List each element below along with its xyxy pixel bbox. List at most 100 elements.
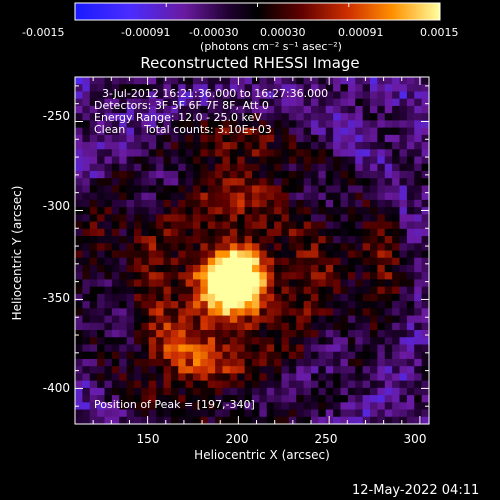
heatmap-cell <box>370 98 378 107</box>
heatmap-cell <box>252 366 260 374</box>
heatmap-cell <box>414 127 423 136</box>
heatmap-cell <box>414 149 423 158</box>
heatmap-cell <box>89 322 98 331</box>
heatmap-cell <box>141 228 150 237</box>
heatmap-cell <box>392 91 401 100</box>
heatmap-cell <box>311 264 319 273</box>
heatmap-cell <box>170 344 179 353</box>
heatmap-cell <box>399 286 408 295</box>
heatmap-cell <box>362 185 371 194</box>
footer-timestamp: 12-May-2022 04:11 <box>352 483 479 498</box>
heatmap-cell <box>399 264 408 273</box>
heatmap-cell <box>384 344 393 353</box>
heatmap-cell <box>141 366 150 374</box>
heatmap-cell <box>406 149 415 158</box>
heatmap-cell <box>392 351 401 360</box>
heatmap-cell <box>311 272 319 281</box>
heatmap-cell <box>259 351 268 360</box>
heatmap-cell <box>318 250 327 259</box>
heatmap-cell <box>134 105 142 114</box>
heatmap-cell <box>193 236 201 244</box>
heatmap-cell <box>318 214 327 223</box>
heatmap-cell <box>193 373 201 382</box>
heatmap-cell <box>384 286 393 295</box>
heatmap-cell <box>193 409 201 418</box>
heatmap-cell <box>148 185 157 194</box>
heatmap-cell <box>414 91 423 100</box>
heatmap-cell <box>97 402 106 411</box>
heatmap-cell <box>82 387 91 396</box>
heatmap-cell <box>281 221 290 230</box>
heatmap-cell <box>399 301 408 309</box>
heatmap-cell <box>274 98 283 107</box>
heatmap-cell <box>104 127 113 136</box>
heatmap-cell <box>347 279 356 288</box>
heatmap-cell <box>215 380 224 389</box>
heatmap-cell <box>347 344 356 353</box>
heatmap-cell <box>244 322 253 331</box>
heatmap-cell <box>193 315 201 324</box>
heatmap-cell <box>170 293 179 302</box>
heatmap-cell <box>104 344 113 353</box>
heatmap-cell <box>347 351 356 360</box>
heatmap-cell <box>259 199 268 208</box>
heatmap-cell <box>333 272 342 281</box>
heatmap-cell <box>406 221 415 230</box>
heatmap-cell <box>347 228 356 237</box>
heatmap-cell <box>200 91 209 100</box>
heatmap-cell <box>281 272 290 281</box>
heatmap-cell <box>421 221 430 230</box>
heatmap-cell <box>193 366 201 374</box>
heatmap-cell <box>325 243 334 252</box>
heatmap-cell <box>185 185 194 194</box>
heatmap-cell <box>303 351 312 360</box>
heatmap-cell <box>75 207 83 215</box>
heatmap-cell <box>193 250 201 259</box>
colorbar-tick-label: -0.0015 <box>22 26 64 39</box>
heatmap-cell <box>325 199 334 208</box>
heatmap-cell <box>406 91 415 100</box>
heatmap-cell <box>421 416 430 425</box>
heatmap-cell <box>200 315 209 324</box>
heatmap-cell <box>89 236 98 244</box>
heatmap-cell <box>156 156 165 165</box>
heatmap-cell <box>163 199 172 208</box>
heatmap-cell <box>134 142 142 150</box>
heatmap-cell <box>126 134 135 143</box>
heatmap-cell <box>399 207 408 215</box>
heatmap-cell <box>244 380 253 389</box>
heatmap-cell <box>207 279 216 288</box>
heatmap-cell <box>126 366 135 374</box>
heatmap-cell <box>193 105 201 114</box>
heatmap-cell <box>303 163 312 172</box>
heatmap-cell <box>318 113 327 121</box>
heatmap-cell <box>266 301 275 309</box>
heatmap-cell <box>222 337 231 346</box>
heatmap-cell <box>333 134 342 143</box>
heatmap-cell <box>185 178 194 187</box>
heatmap-cell <box>193 170 201 179</box>
heatmap-cell <box>104 192 113 201</box>
heatmap-cell <box>75 330 83 338</box>
heatmap-cell <box>296 134 305 143</box>
heatmap-cell <box>274 387 283 396</box>
heatmap-cell <box>104 264 113 273</box>
y-tick-label: -300 <box>43 199 70 213</box>
heatmap-cell <box>340 91 349 100</box>
heatmap-cell <box>237 149 246 158</box>
heatmap-cell <box>178 207 187 215</box>
heatmap-cell <box>75 199 83 208</box>
heatmap-cell <box>89 77 98 85</box>
heatmap-cell <box>392 113 401 121</box>
heatmap-cell <box>163 163 172 172</box>
heatmap-cell <box>399 250 408 259</box>
heatmap-cell <box>340 214 349 223</box>
heatmap-cell <box>148 236 157 244</box>
heatmap-cell <box>170 142 179 150</box>
heatmap-cell <box>392 250 401 259</box>
heatmap-cell <box>355 214 364 223</box>
heatmap-cell <box>362 351 371 360</box>
heatmap-cell <box>222 142 231 150</box>
heatmap-cell <box>384 127 393 136</box>
heatmap-cell <box>266 91 275 100</box>
